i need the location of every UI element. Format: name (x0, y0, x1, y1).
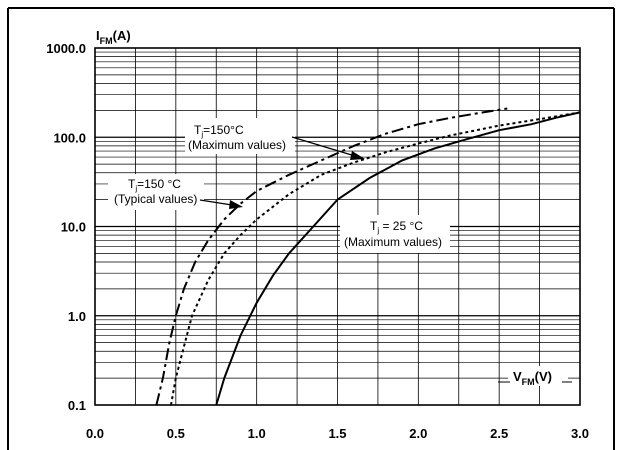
x-tick-label: 0.0 (86, 426, 104, 441)
series-dotted-line (170, 111, 581, 406)
tick-labels: 0.1 1.0 10.0 100.0 1000.0 0.0 0.5 1.0 1.5 2.0 2.5 3… (46, 41, 589, 441)
x-tick-label: 3.0 (571, 426, 589, 441)
annotation-max150-arrowhead (350, 151, 365, 160)
series-solid-line (215, 111, 581, 406)
x-tick-label: 2.5 (490, 426, 508, 441)
x-axis-label-bg (508, 366, 568, 386)
annotation-typ150-arrowhead (229, 200, 243, 209)
x-axis-label: VFM(V) (513, 369, 552, 387)
annotation-max150-line2: (Maximum values) (188, 138, 286, 152)
grid (95, 48, 580, 405)
y-axis-label: IFM(A) (96, 28, 131, 46)
annotation-typ150-arrow (199, 199, 233, 206)
annotations: Tj=150°C (Maximum values) Tj=150 °C (Typ… (108, 118, 450, 253)
annotation-typ150-line1: Tj=150 °C (128, 177, 181, 193)
annotation-typ150-bg (108, 174, 204, 210)
x-tick-label: 0.5 (167, 426, 185, 441)
x-tick-label: 1.0 (248, 426, 266, 441)
x-tick-label: 2.0 (409, 426, 427, 441)
annotation-max25-bg (340, 215, 450, 253)
annotation-typ150-line2: (Typical values) (114, 192, 197, 206)
plot-border (94, 47, 581, 406)
series-dash-dot-line (155, 107, 508, 406)
series-layer (155, 107, 581, 406)
y-tick-label: 1000.0 (46, 41, 86, 56)
y-tick-label: 1.0 (68, 309, 86, 324)
annotation-max25-line1: Tj = 25 °C (370, 219, 423, 235)
annotation-max150-bg (185, 118, 295, 154)
annotation-max25-line2: (Maximum values) (344, 235, 442, 249)
y-tick-label: 0.1 (68, 398, 86, 413)
annotation-max150-arrow (291, 136, 356, 157)
annotation-max150-line1: Tj=150°C (194, 123, 244, 139)
y-tick-label: 10.0 (61, 220, 86, 235)
y-tick-label: 100.0 (53, 130, 86, 145)
x-tick-label: 1.5 (328, 426, 346, 441)
